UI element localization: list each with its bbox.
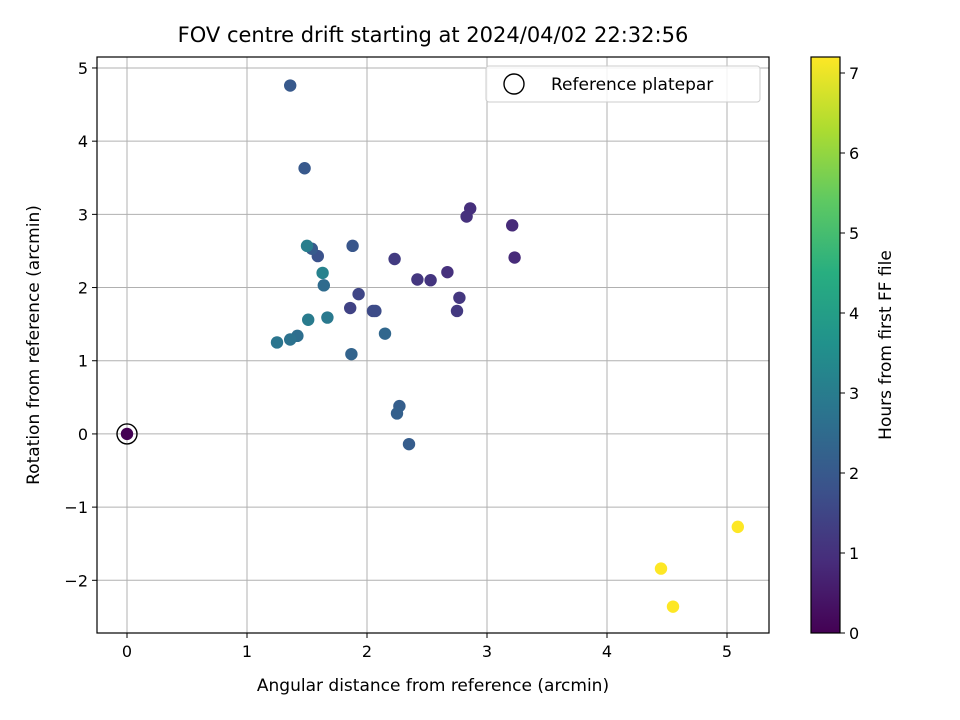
y-tick-label: −2 — [64, 571, 88, 590]
data-point — [346, 239, 359, 253]
data-point — [731, 520, 744, 534]
x-tick-label: 5 — [722, 642, 732, 661]
x-axis-ticks: 0 1 2 3 4 5 — [122, 633, 732, 661]
data-point — [441, 265, 454, 279]
colorbar-tick-label: 3 — [849, 384, 859, 403]
legend-label: Reference platepar — [551, 75, 713, 95]
data-point — [411, 273, 424, 286]
x-tick-label: 1 — [242, 642, 252, 661]
data-point — [317, 279, 330, 292]
data-point — [369, 304, 382, 318]
data-point — [345, 347, 358, 361]
colorbar-tick-label: 5 — [849, 224, 859, 243]
data-point — [388, 252, 401, 266]
x-tick-label: 3 — [482, 642, 492, 661]
data-point — [302, 313, 315, 326]
colorbar-tick-label: 4 — [849, 304, 859, 323]
colorbar-gradient — [810, 56, 841, 634]
colorbar-tick-label: 1 — [849, 544, 859, 563]
colorbar-label: Hours from first FF file — [876, 250, 896, 440]
data-point — [378, 327, 392, 340]
x-tick-label: 4 — [602, 642, 612, 661]
colorbar-tick-label: 2 — [849, 464, 859, 483]
x-tick-label: 0 — [122, 642, 132, 661]
data-point — [316, 266, 329, 280]
x-tick-label: 2 — [362, 642, 372, 661]
colorbar-tick-label: 0 — [849, 624, 859, 643]
data-point — [424, 274, 437, 287]
y-tick-label: 0 — [78, 425, 88, 444]
data-point — [300, 239, 314, 253]
data-point — [284, 79, 297, 92]
y-axis-label: Rotation from reference (arcmin) — [24, 205, 44, 485]
data-point — [390, 407, 404, 420]
grid — [97, 57, 769, 633]
colorbar-ticks: 0 1 2 3 4 5 6 7 — [840, 64, 859, 643]
data-point — [506, 219, 519, 232]
y-tick-label: 5 — [78, 59, 88, 78]
data-point — [654, 562, 668, 575]
data-point — [352, 287, 365, 301]
y-tick-label: −1 — [64, 498, 88, 517]
data-point — [508, 251, 521, 264]
data-point — [666, 600, 680, 613]
data-point — [453, 291, 466, 304]
colorbar: 0 1 2 3 4 5 6 7 Hours from first FF file — [810, 56, 896, 643]
chart-title: FOV centre drift starting at 2024/04/02 … — [178, 23, 689, 47]
reference-marker — [116, 423, 138, 445]
colorbar-tick-label: 6 — [849, 144, 859, 163]
y-tick-label: 1 — [78, 352, 88, 371]
data-point — [284, 333, 297, 346]
data-point — [460, 210, 473, 223]
data-point — [120, 427, 134, 441]
y-axis-ticks: −2 −1 0 1 2 3 4 5 — [64, 59, 97, 590]
y-tick-label: 4 — [78, 132, 88, 151]
data-point — [344, 301, 357, 315]
legend: Reference platepar — [485, 65, 761, 103]
legend-marker — [503, 73, 525, 95]
x-axis-label: Angular distance from reference (arcmin) — [257, 676, 609, 696]
y-tick-label: 3 — [78, 205, 88, 224]
plot-frame — [96, 56, 770, 634]
data-point — [298, 162, 311, 175]
y-tick-label: 2 — [78, 279, 88, 298]
colorbar-tick-label: 7 — [849, 64, 859, 83]
data-points — [116, 79, 744, 613]
data-point — [270, 336, 284, 349]
data-point — [450, 304, 464, 318]
data-point — [402, 437, 416, 451]
data-point — [321, 311, 334, 324]
legend-box — [485, 65, 761, 103]
